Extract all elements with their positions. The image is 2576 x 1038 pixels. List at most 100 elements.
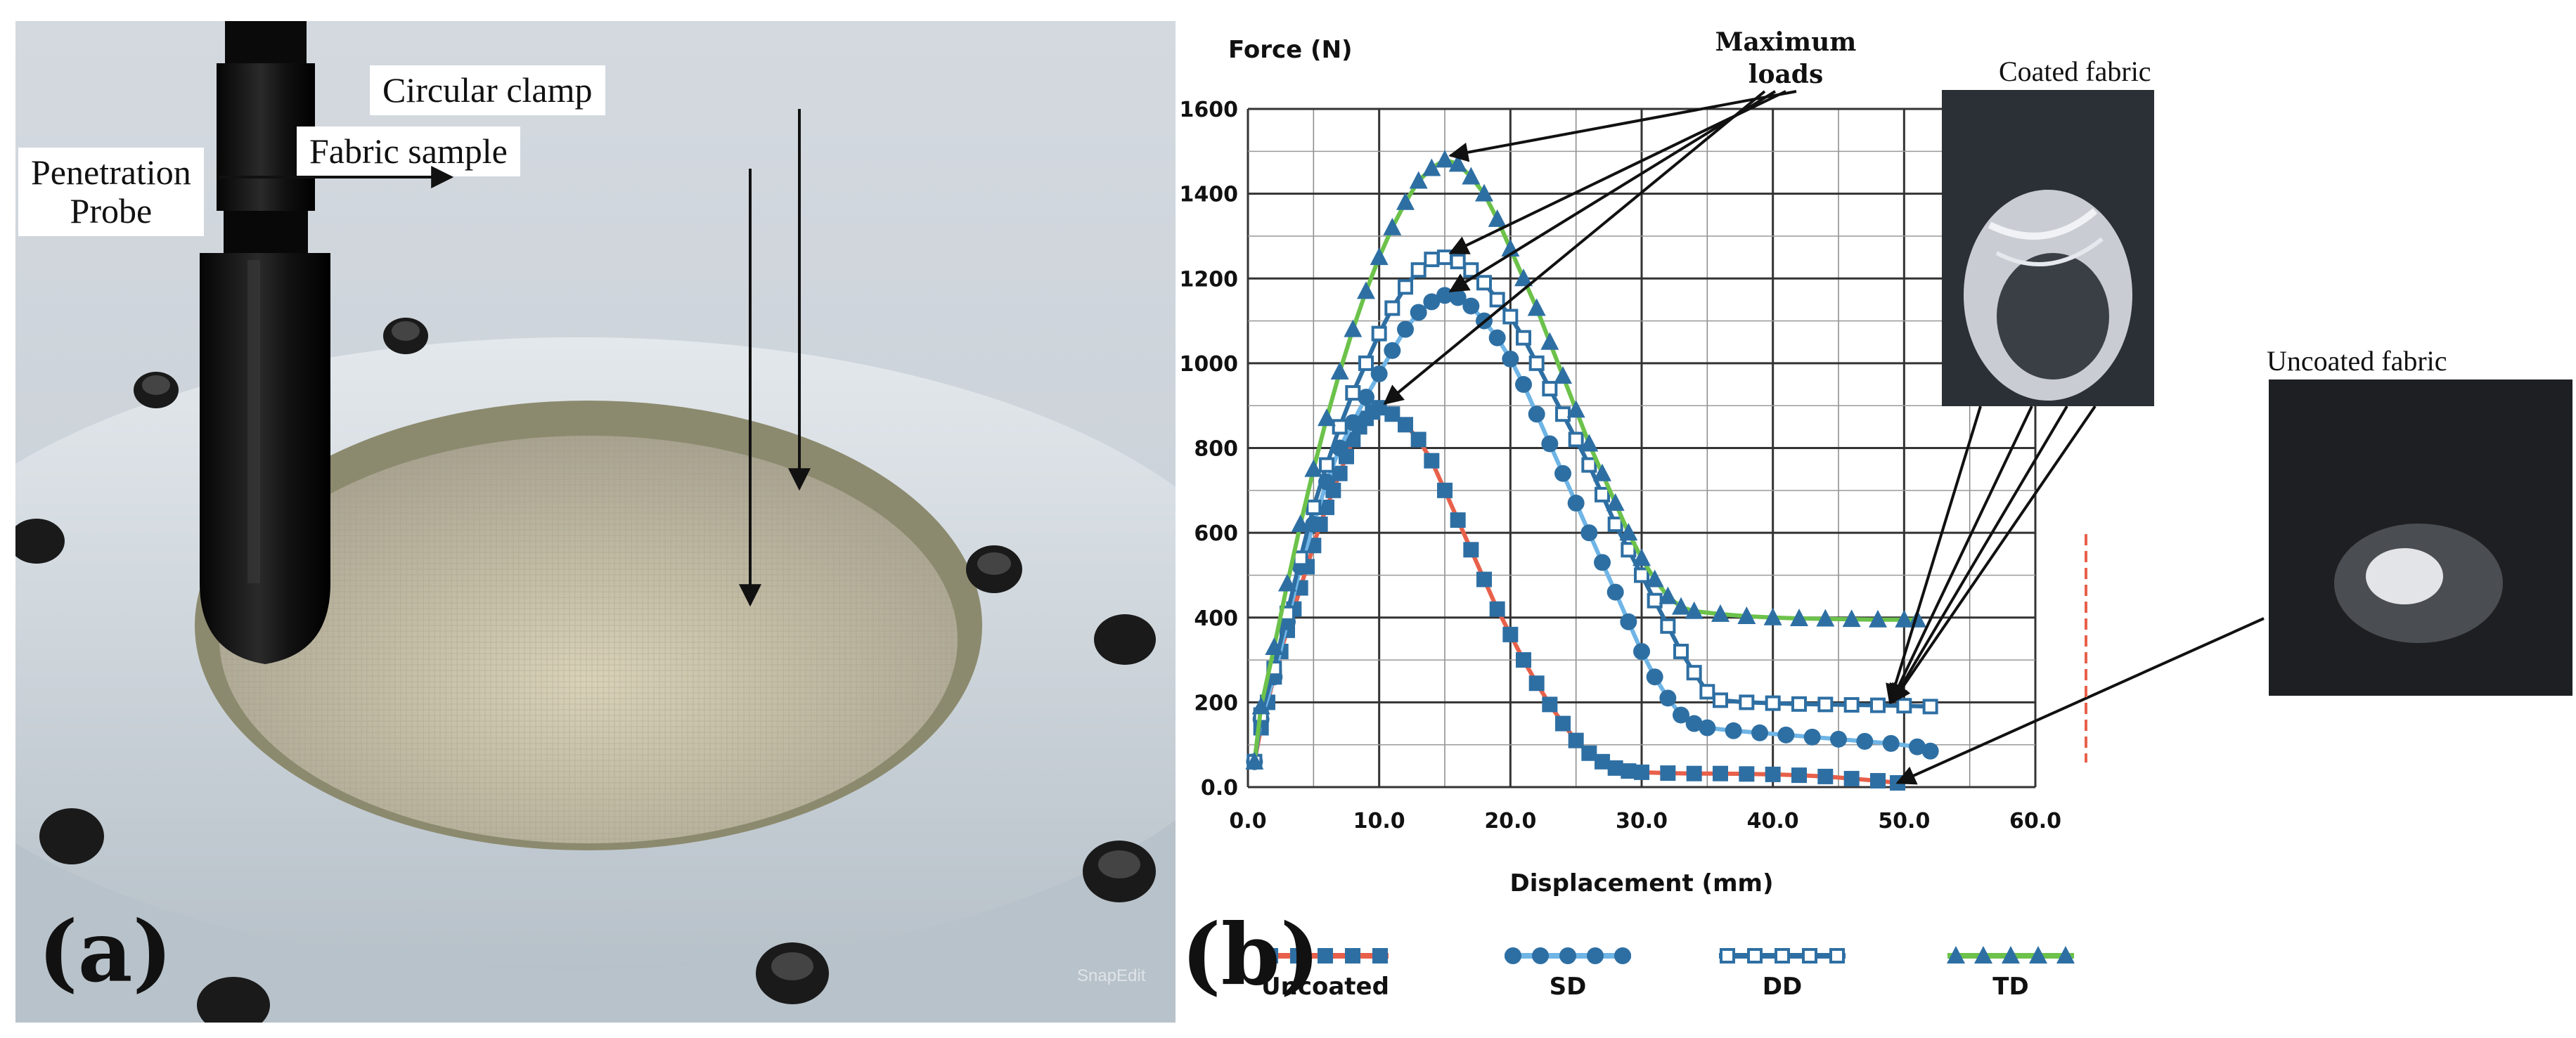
data-point-td xyxy=(1265,637,1284,655)
y-tick-label: 400 xyxy=(1194,606,1238,631)
legend-item-td: TD xyxy=(1947,946,2075,1001)
data-point-sd xyxy=(1502,350,1519,368)
data-point-uncoated xyxy=(1568,732,1584,748)
max-load-arrow xyxy=(1448,90,1777,293)
legend-marker xyxy=(1614,947,1631,964)
data-point-td xyxy=(1593,463,1611,481)
data-point-dd xyxy=(1568,432,1584,448)
data-point-sd xyxy=(1528,406,1545,423)
chart-axes: 0.0 10.0 20.0 30.0 40.0 50.0 60.0 0.0 200 400 600 8… xyxy=(1181,98,2061,833)
data-point-dd xyxy=(1306,499,1322,515)
data-point-sd xyxy=(1699,719,1716,737)
y-tick-label: 1200 xyxy=(1181,267,1238,292)
data-point-dd xyxy=(1660,618,1676,634)
data-point-uncoated xyxy=(1739,766,1755,782)
data-point-sd xyxy=(1909,738,1926,755)
data-point-td xyxy=(1869,609,1887,628)
legend-marker xyxy=(2029,946,2047,964)
data-point-sd xyxy=(1567,494,1585,512)
legend-item-sd: SD xyxy=(1505,947,1631,1001)
y-tick-label: 0.0 xyxy=(1201,776,1238,800)
data-point-dd xyxy=(1502,309,1519,325)
data-point-td xyxy=(1370,247,1389,266)
data-point-uncoated xyxy=(1516,652,1531,668)
data-point-sd xyxy=(1620,613,1637,630)
legend-item-dd: DD xyxy=(1719,948,1846,1001)
data-point-dd xyxy=(1319,457,1334,473)
data-point-sd xyxy=(1830,730,1847,748)
legend-item-uncoated: Uncoated xyxy=(1261,948,1389,1001)
data-point-dd xyxy=(1384,300,1400,316)
uncoated-fabric-inset xyxy=(2269,379,2572,696)
data-point-sd xyxy=(1659,689,1677,707)
data-point-dd xyxy=(1358,355,1374,371)
chart-series xyxy=(1245,150,1939,791)
data-point-td xyxy=(1842,609,1861,628)
data-point-dd xyxy=(1922,699,1938,715)
data-point-td xyxy=(1318,408,1336,427)
legend-marker xyxy=(2002,946,2020,964)
data-point-uncoated xyxy=(1450,512,1466,528)
max-load-arrow xyxy=(1383,90,1766,405)
data-point-uncoated xyxy=(1476,571,1492,588)
data-point-td xyxy=(1540,332,1559,350)
data-point-td xyxy=(1245,751,1264,770)
legend-marker xyxy=(1532,947,1549,964)
data-point-dd xyxy=(1647,592,1663,609)
data-point-uncoated xyxy=(1424,453,1440,469)
data-point-uncoated xyxy=(1502,626,1519,642)
max-loads-label-line2: loads xyxy=(1749,60,1823,89)
data-point-uncoated xyxy=(1870,772,1886,789)
data-point-td xyxy=(1436,150,1454,168)
data-point-uncoated xyxy=(1345,432,1361,448)
data-point-sd xyxy=(1488,329,1506,346)
data-point-uncoated xyxy=(1686,765,1702,781)
circular-clamp-callout: Circular clamp xyxy=(370,65,605,115)
fabric-sample-callout: Fabric sample xyxy=(297,126,520,176)
data-point-uncoated xyxy=(1398,417,1413,433)
data-point-uncoated xyxy=(1595,753,1610,770)
data-point-sd xyxy=(1370,365,1388,382)
data-point-dd xyxy=(1673,644,1689,659)
data-point-dd xyxy=(1843,696,1860,713)
legend-marker xyxy=(1802,948,1817,964)
data-point-sd xyxy=(1856,732,1874,750)
data-point-sd xyxy=(1673,706,1689,724)
data-point-dd xyxy=(1791,696,1807,712)
data-point-uncoated xyxy=(1463,542,1479,558)
data-point-dd xyxy=(1634,567,1649,583)
max-loads-arrows xyxy=(1383,90,1797,405)
chart-grid xyxy=(1247,108,2037,789)
data-point-td xyxy=(1527,298,1546,316)
data-point-dd xyxy=(1410,262,1427,278)
series-sd xyxy=(1246,287,1939,770)
x-axis-label: Displacement (mm) xyxy=(1510,869,1774,897)
max-load-arrow xyxy=(1448,90,1786,254)
data-point-sd xyxy=(1384,342,1401,359)
data-point-sd xyxy=(1633,643,1650,660)
legend-marker xyxy=(1720,948,1735,964)
coated-inset-arrow xyxy=(1891,405,2097,704)
data-point-td xyxy=(1606,493,1625,511)
data-point-sd xyxy=(1803,728,1821,746)
data-point-td xyxy=(1396,192,1415,210)
legend-marker xyxy=(1263,948,1278,964)
data-point-uncoated xyxy=(1542,696,1558,713)
coated-inset-arrow xyxy=(1886,406,1982,705)
data-point-uncoated xyxy=(1384,406,1400,422)
data-point-dd xyxy=(1699,684,1715,700)
data-point-td xyxy=(1566,400,1585,418)
legend-marker xyxy=(1318,948,1333,964)
data-point-td xyxy=(1816,609,1835,627)
x-tick-label: 60.0 xyxy=(2009,809,2061,833)
data-point-td xyxy=(1304,459,1323,477)
data-point-td xyxy=(1422,158,1441,176)
data-point-td xyxy=(1488,209,1507,227)
data-point-dd xyxy=(1345,385,1361,401)
photo-callout-arrows xyxy=(219,109,811,607)
data-point-sd xyxy=(1515,376,1532,394)
data-point-dd xyxy=(1870,697,1886,713)
legend-marker xyxy=(1345,948,1360,964)
snapedit-watermark: SnapEdit xyxy=(1077,966,1146,985)
uncoated-inset-arrow xyxy=(1895,617,2265,785)
